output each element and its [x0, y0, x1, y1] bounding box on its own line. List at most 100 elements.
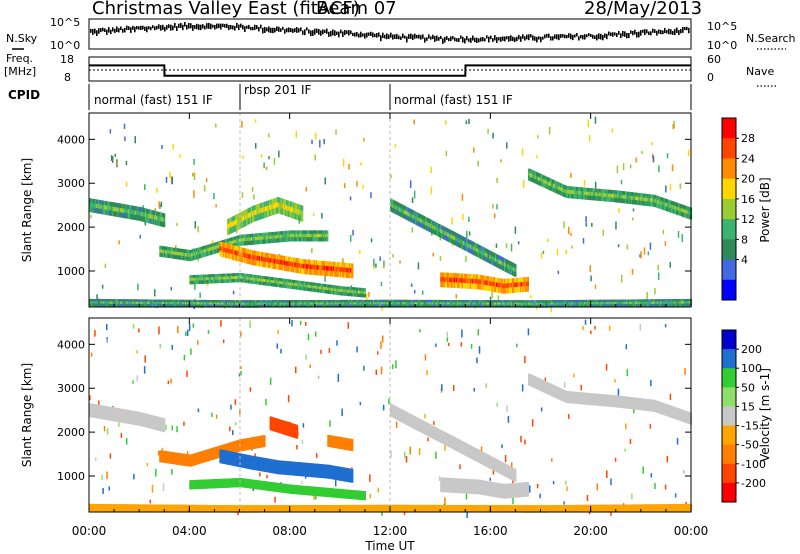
scatter-echo	[98, 400, 100, 409]
echo-cell	[274, 254, 277, 261]
noise-point	[676, 27, 678, 33]
echo-cell	[665, 301, 669, 305]
echo-cell	[687, 301, 690, 304]
echo-cell	[224, 239, 227, 244]
echo-cell	[671, 208, 674, 214]
echo-cell	[368, 302, 371, 305]
echo-cell	[297, 258, 300, 264]
scatter-echo	[109, 129, 112, 134]
noise-point	[350, 30, 352, 35]
echo-cell	[557, 304, 560, 308]
echo-cell	[359, 304, 362, 308]
echo-cell	[294, 283, 297, 287]
scatter-echo	[530, 295, 532, 299]
echo-cell	[326, 237, 329, 242]
echo-cell	[254, 304, 257, 308]
echo-cell	[231, 237, 234, 242]
echo-cell	[178, 252, 182, 257]
echo-cell	[602, 196, 605, 202]
scatter-echo	[324, 177, 327, 185]
echo-cell	[175, 251, 178, 256]
scatter-echo	[391, 364, 394, 370]
echo-cell	[594, 192, 597, 197]
echo-cell	[334, 262, 337, 268]
echo-cell	[507, 287, 510, 294]
echo-cell	[492, 252, 495, 258]
scatter-echo	[394, 143, 397, 148]
echo-cell	[243, 257, 246, 263]
echo-cell	[635, 301, 638, 305]
echo-cell	[107, 201, 110, 207]
echo-cell	[667, 203, 670, 208]
noise-point	[174, 22, 176, 28]
echo-cell	[541, 300, 544, 303]
echo-cell	[496, 277, 499, 284]
echo-cell	[200, 277, 203, 281]
scatter-echo	[143, 366, 146, 374]
echo-cell	[263, 279, 266, 283]
echo-cell	[167, 299, 170, 303]
echo-cell	[159, 212, 162, 218]
echo-cell	[660, 204, 663, 210]
echo-cell	[486, 280, 490, 287]
echo-cell	[252, 237, 255, 242]
echo-cell	[618, 304, 621, 307]
echo-cell	[277, 304, 280, 308]
echo-cell	[305, 281, 308, 286]
echo-cell	[277, 280, 280, 285]
echo-cell	[688, 301, 691, 304]
echo-cell	[195, 251, 198, 256]
echo-cell	[271, 253, 274, 260]
echo-cell	[464, 241, 467, 247]
echo-cell	[271, 204, 274, 211]
echo-cell	[161, 252, 164, 258]
echo-cell	[635, 192, 638, 198]
scatter-echo	[139, 234, 141, 239]
noise-point	[490, 35, 492, 40]
freq-line	[89, 64, 691, 77]
echo-cell	[203, 245, 206, 251]
echo-cell	[245, 209, 248, 216]
echo-cell	[191, 277, 194, 282]
echo-cell	[196, 280, 199, 285]
echo-cell	[680, 208, 683, 213]
echo-cell	[309, 285, 312, 289]
echo-cell	[410, 217, 413, 223]
echo-cell	[575, 194, 578, 199]
echo-cell	[161, 246, 164, 251]
noise-point	[464, 38, 466, 44]
echo-cell	[578, 302, 581, 305]
echo-cell	[242, 300, 246, 303]
echo-cell	[564, 300, 567, 303]
scatter-echo	[480, 446, 483, 455]
noise-point	[252, 26, 254, 31]
echo-cell	[537, 302, 540, 306]
scatter-echo	[639, 324, 642, 331]
echo-cell	[269, 258, 272, 264]
scatter-echo	[239, 409, 241, 415]
echo-cell	[325, 302, 328, 306]
scatter-echo	[197, 408, 200, 413]
echo-cell	[640, 200, 643, 206]
echo-cell	[159, 299, 162, 303]
echo-cell	[595, 188, 598, 194]
echo-cell	[322, 237, 325, 242]
echo-cell	[631, 301, 634, 305]
echo-cell	[248, 217, 251, 224]
scatter-echo	[269, 377, 272, 385]
echo-cell	[204, 252, 207, 257]
echo-cell	[651, 194, 654, 200]
echo-cell	[103, 205, 106, 211]
echo-cell	[120, 301, 124, 305]
echo-cell	[464, 273, 467, 280]
echo-cell	[248, 212, 251, 219]
echo-cell	[467, 274, 470, 280]
echo-cell	[524, 300, 527, 303]
scatter-echo	[489, 296, 492, 302]
echo-cell	[481, 302, 484, 306]
echo-cell	[286, 256, 289, 263]
echo-cell	[143, 299, 146, 303]
echo-cell	[311, 237, 314, 242]
echo-cell	[246, 208, 249, 215]
echo-cell	[138, 215, 141, 221]
